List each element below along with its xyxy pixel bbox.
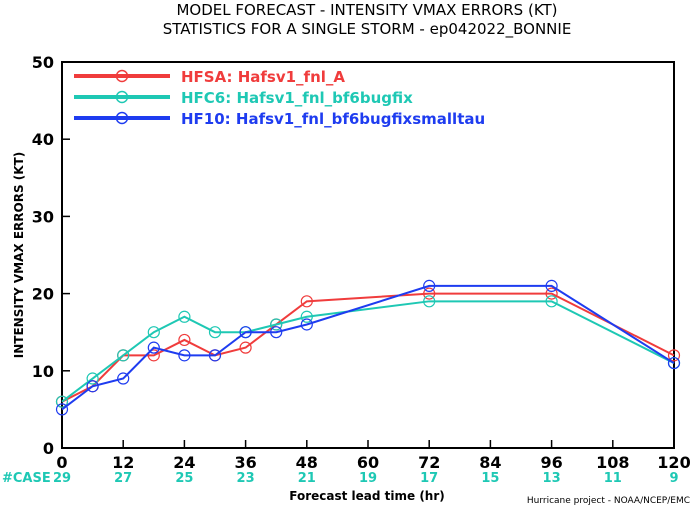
- data-point: [423, 295, 436, 308]
- legend: HFSA: Hafsv1_fnl_A HFC6: Hafsv1_fnl_bf6bu…: [74, 68, 485, 128]
- data-point: [147, 349, 160, 362]
- data-point: [270, 326, 283, 339]
- data-point: [55, 395, 69, 408]
- data-point: [545, 295, 558, 308]
- x-tick-label: 108: [596, 453, 629, 472]
- data-point: [55, 403, 69, 416]
- data-point: [147, 341, 160, 354]
- chart-subtitle: STATISTICS FOR A SINGLE STORM - ep042022…: [163, 20, 572, 39]
- case-count-row: #CASE 29 27 25 23 21 19 17 15 13 11 9: [2, 471, 679, 486]
- x-tick-label: 60: [357, 453, 379, 472]
- case-label: #CASE: [2, 471, 51, 486]
- case-count: 23: [237, 471, 255, 486]
- series-line: [61, 300, 675, 403]
- case-count: 15: [481, 471, 499, 486]
- data-point: [545, 287, 558, 300]
- x-tick-label: 36: [234, 453, 256, 472]
- x-tick-label: 72: [418, 453, 440, 472]
- y-tick-label: 30: [32, 207, 54, 226]
- series-line: [61, 292, 675, 403]
- data-point: [667, 356, 681, 370]
- y-tick-label: 20: [32, 285, 54, 304]
- legend-marker: [115, 90, 129, 104]
- x-tick-label: 96: [540, 453, 562, 472]
- data-point: [147, 326, 160, 339]
- x-tick-label: 84: [479, 453, 501, 472]
- data-point: [300, 318, 313, 331]
- data-point: [178, 349, 191, 362]
- legend-label: HF10: Hafsv1_fnl_bf6bugfixsmalltau: [181, 110, 485, 128]
- y-tick-label: 40: [32, 130, 54, 149]
- credit-text: Hurricane project - NOAA/NCEP/EMC: [527, 496, 690, 506]
- data-point: [270, 318, 283, 331]
- data-point: [178, 310, 191, 323]
- data-point: [239, 326, 252, 339]
- data-point: [545, 279, 558, 292]
- case-count: 27: [114, 471, 132, 486]
- data-point: [423, 279, 436, 292]
- data-point: [86, 372, 99, 385]
- x-tick-label: 24: [173, 453, 195, 472]
- data-point: [178, 333, 191, 347]
- x-axis-ticks: 0 12 24 36 48 60 72 84 96 108 120: [56, 440, 691, 472]
- x-tick-label: 120: [657, 453, 690, 472]
- legend-label: HFSA: Hafsv1_fnl_A: [181, 68, 345, 86]
- y-axis-label: INTENSITY VMAX ERRORS (KT): [12, 152, 26, 358]
- series-layer: [55, 279, 681, 416]
- case-count: 11: [604, 471, 622, 486]
- series-group: [55, 279, 681, 416]
- case-count: 9: [669, 471, 678, 486]
- legend-marker: [115, 69, 129, 83]
- x-tick-label: 48: [296, 453, 318, 472]
- data-point: [208, 326, 222, 339]
- chart-title: MODEL FORECAST - INTENSITY VMAX ERRORS (…: [176, 1, 557, 19]
- data-point: [239, 341, 252, 354]
- case-count: 21: [298, 471, 316, 486]
- legend-marker: [115, 111, 129, 125]
- data-point: [117, 372, 130, 385]
- y-tick-label: 0: [43, 439, 54, 458]
- data-point: [300, 295, 313, 308]
- case-count: 29: [53, 471, 71, 486]
- data-point: [300, 310, 313, 323]
- data-point: [208, 349, 222, 362]
- legend-label: HFC6: Hafsv1_fnl_bf6bugfix: [181, 89, 413, 107]
- y-tick-label: 10: [32, 362, 54, 381]
- case-count: 17: [420, 471, 438, 486]
- data-point: [86, 380, 99, 393]
- x-axis-label: Forecast lead time (hr): [289, 489, 445, 503]
- x-tick-label: 12: [112, 453, 134, 472]
- data-point: [423, 287, 436, 300]
- data-point: [667, 349, 681, 362]
- case-count: 13: [543, 471, 561, 486]
- data-point: [117, 349, 130, 362]
- series-line: [61, 284, 675, 411]
- y-tick-label: 50: [32, 53, 54, 72]
- y-axis-ticks: 0 10 20 30 40 50: [32, 53, 70, 458]
- case-count: 25: [175, 471, 193, 486]
- x-tick-label: 0: [56, 453, 67, 472]
- case-count: 19: [359, 471, 377, 486]
